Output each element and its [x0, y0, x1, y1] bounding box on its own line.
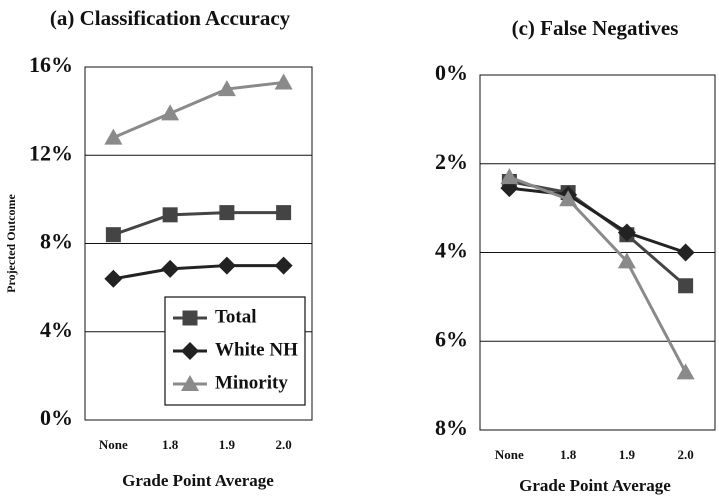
data-point	[105, 227, 121, 243]
x-tick-label: 2.0	[678, 447, 694, 462]
y-tick-label: 12%	[29, 140, 73, 165]
y-tick-label: 6%	[435, 326, 468, 351]
y-tick-label: 0%	[435, 60, 468, 85]
data-point	[274, 256, 293, 275]
x-tick-label: 1.8	[162, 437, 179, 452]
legend-label: White NH	[215, 339, 298, 360]
x-tick-label: None	[99, 437, 128, 452]
data-point	[162, 207, 178, 223]
x-tick-label: 1.9	[219, 437, 236, 452]
data-point	[676, 363, 695, 380]
y-axis-label: Projected Outcome	[4, 193, 18, 292]
data-point	[104, 128, 123, 145]
data-point	[617, 252, 636, 269]
chart-title: (a) Classification Accuracy	[50, 6, 291, 30]
data-point	[217, 256, 236, 275]
data-point	[500, 168, 519, 185]
data-point	[161, 104, 180, 121]
chart-title: (c) False Negatives	[512, 16, 679, 40]
data-point	[559, 190, 578, 207]
series-line	[112, 211, 284, 237]
legend-marker	[181, 375, 199, 391]
y-tick-label: 8%	[40, 229, 73, 254]
data-point	[678, 278, 694, 294]
data-point	[217, 80, 236, 97]
legend-marker	[181, 342, 199, 360]
y-tick-label: 2%	[435, 149, 468, 174]
plot-frame	[84, 66, 313, 421]
y-tick-label: 16%	[29, 52, 73, 77]
data-point	[161, 259, 180, 278]
y-tick-label: 4%	[435, 238, 468, 263]
y-tick-label: 8%	[435, 415, 468, 440]
data-point	[274, 73, 293, 90]
series-line	[509, 180, 687, 287]
x-axis-label: Grade Point Average	[519, 476, 671, 495]
x-tick-label: 1.8	[560, 447, 577, 462]
y-tick-label: 4%	[40, 317, 73, 342]
legend-label: Minority	[215, 372, 288, 393]
data-point	[104, 269, 123, 288]
series-line	[112, 80, 284, 139]
plot-frame	[479, 74, 716, 431]
data-point	[219, 205, 235, 221]
series-line	[113, 264, 284, 281]
series-line	[509, 186, 687, 254]
legend-marker	[182, 310, 198, 326]
legend-label: Total	[215, 306, 257, 327]
x-tick-label: 2.0	[276, 437, 292, 452]
series-line	[508, 175, 687, 374]
x-tick-label: 1.9	[619, 447, 636, 462]
data-point	[617, 223, 636, 242]
data-point	[676, 243, 695, 262]
data-point	[276, 205, 292, 221]
x-axis-label: Grade Point Average	[122, 471, 274, 490]
x-tick-label: None	[495, 447, 524, 462]
y-tick-label: 0%	[40, 405, 73, 430]
